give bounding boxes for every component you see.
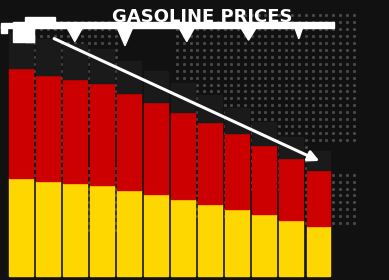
Polygon shape bbox=[241, 28, 256, 40]
Bar bbox=[171, 83, 195, 112]
Bar bbox=[144, 194, 168, 276]
Bar bbox=[25, 17, 56, 28]
Bar bbox=[171, 112, 195, 199]
Bar bbox=[90, 49, 114, 83]
Bar bbox=[9, 178, 33, 276]
Bar bbox=[307, 226, 330, 276]
Bar bbox=[36, 75, 60, 181]
Bar bbox=[9, 32, 33, 69]
Bar bbox=[307, 170, 330, 226]
Bar bbox=[90, 185, 114, 276]
Bar bbox=[63, 79, 87, 183]
Bar bbox=[225, 108, 249, 133]
Bar bbox=[90, 83, 114, 185]
Bar bbox=[171, 199, 195, 276]
Bar bbox=[279, 137, 303, 158]
Bar bbox=[252, 145, 276, 214]
Polygon shape bbox=[295, 28, 303, 39]
Bar bbox=[252, 214, 276, 276]
Bar bbox=[198, 95, 222, 122]
Bar bbox=[279, 220, 303, 276]
Bar bbox=[225, 133, 249, 209]
Polygon shape bbox=[117, 28, 133, 46]
Bar bbox=[144, 71, 168, 102]
Bar bbox=[9, 69, 33, 178]
Bar bbox=[36, 39, 60, 75]
Polygon shape bbox=[67, 28, 82, 42]
Bar bbox=[117, 93, 141, 190]
Bar bbox=[307, 151, 330, 170]
Bar bbox=[198, 204, 222, 276]
Bar bbox=[252, 122, 276, 145]
Polygon shape bbox=[179, 28, 194, 42]
Bar bbox=[2, 23, 17, 28]
Bar bbox=[225, 209, 249, 276]
Bar bbox=[36, 181, 60, 276]
Bar bbox=[144, 102, 168, 194]
Bar bbox=[63, 44, 87, 79]
Bar bbox=[117, 61, 141, 93]
Bar bbox=[63, 183, 87, 276]
Bar bbox=[25, 22, 34, 42]
Text: GASOLINE PRICES: GASOLINE PRICES bbox=[112, 8, 293, 26]
Bar bbox=[2, 26, 7, 33]
Bar bbox=[52, 22, 333, 28]
Bar bbox=[117, 190, 141, 276]
Bar bbox=[279, 158, 303, 220]
Bar bbox=[13, 22, 28, 38]
Bar bbox=[198, 122, 222, 204]
Bar bbox=[13, 37, 34, 42]
